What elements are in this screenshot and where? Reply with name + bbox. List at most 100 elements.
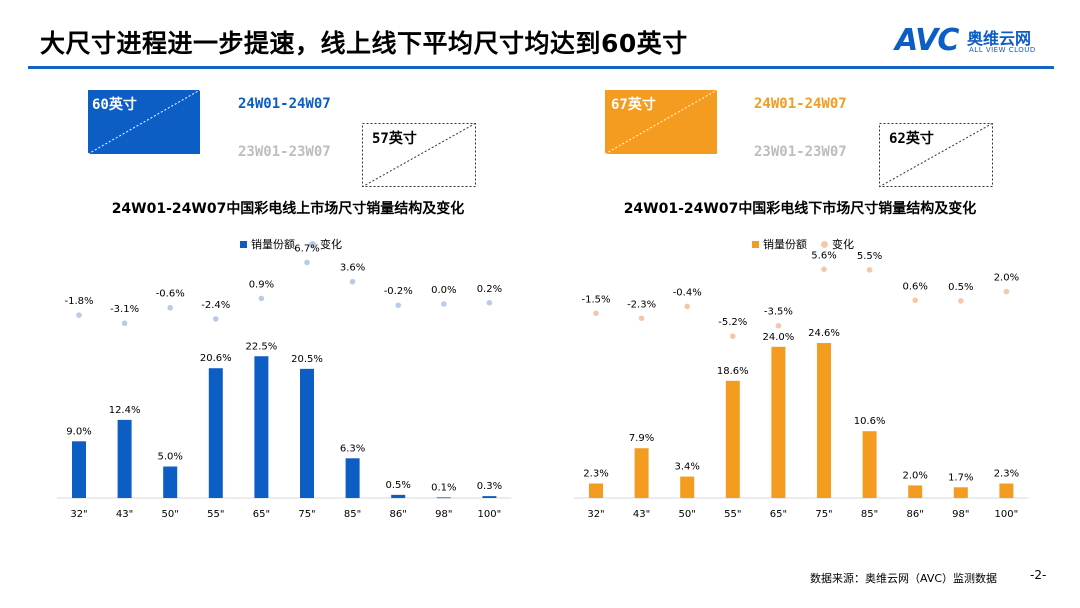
online-change-label: -0.2% xyxy=(384,286,413,297)
online-x-tick-label: 86" xyxy=(390,509,407,520)
offline-x-tick-label: 65" xyxy=(770,509,787,520)
legend-change-swatch xyxy=(821,240,828,248)
online-current-size-box xyxy=(88,90,200,154)
online-change-point xyxy=(213,316,219,322)
offline-bar-label: 24.6% xyxy=(808,328,840,339)
avc-logo: AVC 奥维云网 ALL VIEW CLOUD xyxy=(895,23,1055,59)
online-x-tick-label: 50" xyxy=(162,509,179,520)
offline-bar-label: 2.3% xyxy=(994,469,1019,480)
offline-x-tick-label: 55" xyxy=(724,509,741,520)
offline-x-tick-label: 75" xyxy=(815,509,832,520)
offline-x-tick-label: 100" xyxy=(995,509,1019,520)
offline-bar xyxy=(589,483,603,498)
offline-change-point xyxy=(821,266,827,273)
online-x-tick-label: 65" xyxy=(253,509,270,520)
online-change-point xyxy=(76,312,82,318)
online-x-tick-label: 32" xyxy=(70,509,87,520)
offline-change-point xyxy=(775,322,782,329)
online-change-point xyxy=(486,299,493,306)
online-change-label: 0.9% xyxy=(249,279,274,290)
online-bar-label: 22.5% xyxy=(246,341,278,352)
offline-change-point xyxy=(912,297,918,304)
offline-change-label: 5.6% xyxy=(811,250,836,261)
offline-bar xyxy=(908,485,923,498)
offline-bar-label: 3.4% xyxy=(674,462,699,473)
online-current-size: 60英寸 xyxy=(92,97,137,113)
online-bar xyxy=(300,368,314,498)
online-bar xyxy=(345,458,360,498)
logo-brand: AVC xyxy=(895,23,959,58)
online-bar xyxy=(117,419,132,498)
page-number: -2- xyxy=(1030,568,1047,582)
online-bar-label: 9.0% xyxy=(66,426,91,437)
offline-prev-period: 23W01-23W07 xyxy=(754,144,847,160)
online-x-tick-label: 55" xyxy=(207,509,224,520)
online-bar-label: 12.4% xyxy=(109,405,141,416)
online-change-label: 0.0% xyxy=(431,285,456,296)
logo-en: ALL VIEW CLOUD xyxy=(969,46,1036,54)
online-bar xyxy=(482,496,497,498)
online-bar xyxy=(436,497,451,499)
offline-current-size-box xyxy=(605,90,717,154)
online-prev-period: 23W01-23W07 xyxy=(238,144,331,160)
offline-bar-label: 2.0% xyxy=(902,470,927,481)
offline-x-tick-label: 86" xyxy=(907,509,924,520)
online-bar xyxy=(391,494,406,498)
offline-change-label: -5.2% xyxy=(718,317,747,328)
offline-bar xyxy=(862,431,877,498)
online-x-tick-label: 98" xyxy=(435,509,452,520)
online-change-label: 6.7% xyxy=(294,243,319,254)
legend-change-label: 变化 xyxy=(832,238,854,251)
offline-bar-label: 24.0% xyxy=(763,332,795,343)
offline-x-tick-label: 50" xyxy=(679,509,696,520)
online-change-label: 3.6% xyxy=(340,263,365,274)
offline-x-tick-label: 85" xyxy=(861,509,878,520)
offline-change-point xyxy=(638,315,645,322)
legend-share-label: 销量份额 xyxy=(251,238,295,251)
online-prev-size-box xyxy=(362,123,476,187)
legend-change-label: 变化 xyxy=(320,238,342,251)
offline-change-point xyxy=(958,298,964,304)
online-current-period: 24W01-24W07 xyxy=(238,96,331,112)
online-change-point xyxy=(395,302,402,309)
online-change-label: -1.8% xyxy=(64,296,93,307)
online-prev-size: 57英寸 xyxy=(372,131,417,147)
data-source: 数据来源：奥维云网（AVC）监测数据 xyxy=(810,572,998,585)
online-bar-label: 0.3% xyxy=(477,481,502,492)
logo-cn: 奥维云网 xyxy=(967,29,1032,48)
online-change-label: -0.6% xyxy=(156,289,185,300)
offline-change-label: 5.5% xyxy=(857,251,882,262)
online-x-tick-label: 75" xyxy=(298,509,315,520)
online-bar-label: 0.1% xyxy=(431,482,456,493)
online-change-point xyxy=(121,320,128,327)
offline-chart-title: 24W01-24W07中国彩电线下市场尺寸销量结构及变化 xyxy=(623,201,977,217)
offline-x-tick-label: 98" xyxy=(952,509,969,520)
online-change-point xyxy=(304,259,310,266)
online-bar-label: 20.5% xyxy=(291,354,323,365)
offline-x-tick-label: 43" xyxy=(633,509,650,520)
offline-series-legend: 销量份额 变化 xyxy=(752,236,854,252)
offline-change-label: 2.0% xyxy=(994,273,1019,284)
online-bar xyxy=(208,368,223,498)
offline-bar-label: 18.6% xyxy=(717,366,749,377)
offline-change-point xyxy=(730,333,736,340)
page-title: 大尺寸进程进一步提速，线上线下平均尺寸均达到60英寸 xyxy=(40,29,688,58)
online-bar xyxy=(72,441,86,498)
offline-bar-label: 7.9% xyxy=(629,433,654,444)
legend-change-swatch xyxy=(309,240,316,248)
offline-bar xyxy=(771,346,786,498)
offline-change-label: 0.6% xyxy=(902,281,927,292)
offline-bar-label: 1.7% xyxy=(948,472,973,483)
offline-change-label: -1.5% xyxy=(581,294,610,305)
online-change-point xyxy=(349,278,356,285)
offline-bar xyxy=(725,380,740,498)
offline-change-point xyxy=(1003,288,1010,295)
offline-x-tick-label: 32" xyxy=(587,509,604,520)
offline-bar xyxy=(634,448,649,498)
offline-bar-label: 10.6% xyxy=(854,416,886,427)
offline-bar xyxy=(817,343,831,498)
online-bar xyxy=(163,466,178,498)
offline-change-label: 0.5% xyxy=(948,282,973,293)
offline-change-label: -3.5% xyxy=(764,307,793,318)
